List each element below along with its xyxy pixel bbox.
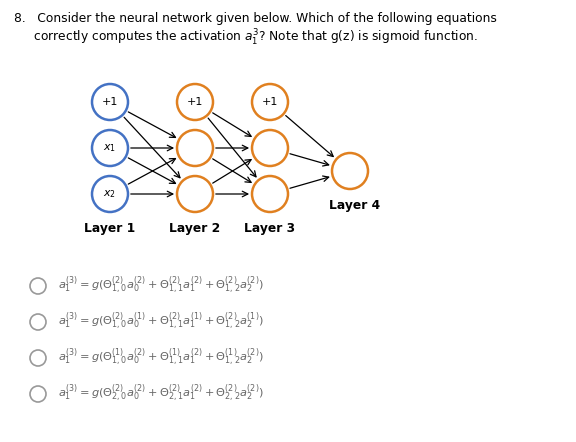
Text: Layer 4: Layer 4 bbox=[329, 199, 381, 212]
Text: +1: +1 bbox=[102, 97, 118, 107]
Text: $a_1^{(3)} = g(\Theta_{1,0}^{(2)}a_0^{(2)} + \Theta_{1,1}^{(2)}a_1^{(2)} + \Thet: $a_1^{(3)} = g(\Theta_{1,0}^{(2)}a_0^{(2… bbox=[58, 275, 264, 297]
Circle shape bbox=[252, 176, 288, 212]
Circle shape bbox=[332, 153, 368, 189]
Text: 8.   Consider the neural network given below. Which of the following equations: 8. Consider the neural network given bel… bbox=[14, 12, 497, 25]
Text: +1: +1 bbox=[262, 97, 278, 107]
Circle shape bbox=[177, 176, 213, 212]
Text: $x_2$: $x_2$ bbox=[104, 188, 116, 200]
Text: $a_1^{(3)} = g(\Theta_{1,0}^{(1)}a_0^{(2)} + \Theta_{1,1}^{(1)}a_1^{(2)} + \Thet: $a_1^{(3)} = g(\Theta_{1,0}^{(1)}a_0^{(2… bbox=[58, 347, 264, 369]
Circle shape bbox=[177, 84, 213, 120]
Text: Layer 2: Layer 2 bbox=[169, 222, 221, 235]
Circle shape bbox=[92, 130, 128, 166]
Circle shape bbox=[177, 130, 213, 166]
Text: $a_1^{(3)} = g(\Theta_{2,0}^{(2)}a_0^{(2)} + \Theta_{2,1}^{(2)}a_1^{(2)} + \Thet: $a_1^{(3)} = g(\Theta_{2,0}^{(2)}a_0^{(2… bbox=[58, 383, 264, 405]
Text: Layer 1: Layer 1 bbox=[84, 222, 135, 235]
Text: +1: +1 bbox=[187, 97, 203, 107]
Circle shape bbox=[92, 84, 128, 120]
Text: $a_1^{(3)} = g(\Theta_{1,0}^{(2)}a_0^{(1)} + \Theta_{1,1}^{(2)}a_1^{(1)} + \Thet: $a_1^{(3)} = g(\Theta_{1,0}^{(2)}a_0^{(1… bbox=[58, 311, 264, 333]
Text: Layer 3: Layer 3 bbox=[244, 222, 295, 235]
Circle shape bbox=[252, 84, 288, 120]
Text: $x_1$: $x_1$ bbox=[104, 142, 116, 154]
Text: correctly computes the activation $a_1^3$? Note that g(z) is sigmoid function.: correctly computes the activation $a_1^3… bbox=[14, 28, 478, 48]
Circle shape bbox=[92, 176, 128, 212]
Circle shape bbox=[252, 130, 288, 166]
